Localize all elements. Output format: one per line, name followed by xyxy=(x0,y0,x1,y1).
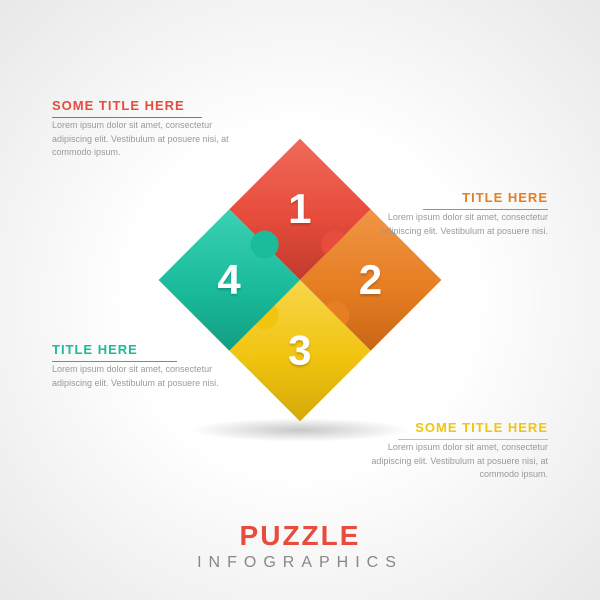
callout-2: TITLE HERE Lorem ipsum dolor sit amet, c… xyxy=(348,190,548,238)
callout-line xyxy=(52,117,202,118)
callout-4: SOME TITLE HERE Lorem ipsum dolor sit am… xyxy=(348,420,548,482)
callout-1: SOME TITLE HERE Lorem ipsum dolor sit am… xyxy=(52,98,252,160)
callout-title: TITLE HERE xyxy=(348,190,548,205)
footer-line-1: PUZZLE xyxy=(0,520,600,552)
callout-title: SOME TITLE HERE xyxy=(52,98,252,113)
puzzle-number-2: 2 xyxy=(359,256,382,304)
callout-line xyxy=(423,209,548,210)
callout-line xyxy=(398,439,548,440)
footer-line-2: INFOGRAPHICS xyxy=(0,554,600,572)
callout-body: Lorem ipsum dolor sit amet, consectetur … xyxy=(52,119,252,160)
callout-body: Lorem ipsum dolor sit amet, consectetur … xyxy=(52,363,252,390)
callout-body: Lorem ipsum dolor sit amet, consectetur … xyxy=(348,441,548,482)
callout-title: SOME TITLE HERE xyxy=(348,420,548,435)
callout-3: TITLE HERE Lorem ipsum dolor sit amet, c… xyxy=(52,342,252,390)
puzzle-number-3: 3 xyxy=(288,327,311,375)
puzzle-number-1: 1 xyxy=(288,185,311,233)
puzzle-number-4: 4 xyxy=(218,256,241,304)
footer-title: PUZZLE INFOGRAPHICS xyxy=(0,520,600,572)
callout-body: Lorem ipsum dolor sit amet, consectetur … xyxy=(348,211,548,238)
callout-line xyxy=(52,361,177,362)
callout-title: TITLE HERE xyxy=(52,342,252,357)
